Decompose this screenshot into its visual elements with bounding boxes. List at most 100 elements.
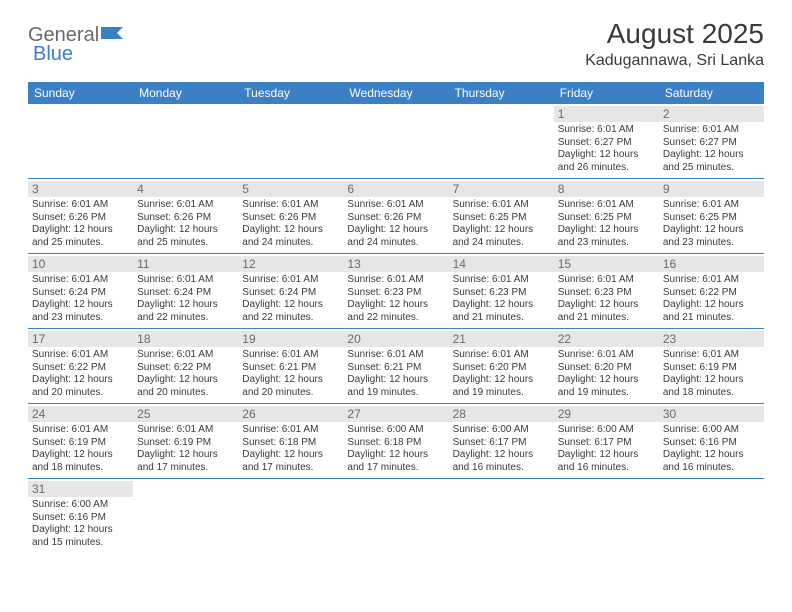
day-info-line: Daylight: 12 hours [137, 449, 234, 462]
day-info-line: Sunrise: 6:01 AM [663, 199, 760, 212]
calendar-cell: 25Sunrise: 6:01 AMSunset: 6:19 PMDayligh… [133, 404, 238, 479]
day-info-line: Daylight: 12 hours [32, 224, 129, 237]
day-header: Monday [133, 82, 238, 104]
day-number: 27 [343, 406, 448, 422]
day-info-line: and 23 minutes. [663, 237, 760, 250]
calendar-cell: 28Sunrise: 6:00 AMSunset: 6:17 PMDayligh… [449, 404, 554, 479]
calendar-cell: 27Sunrise: 6:00 AMSunset: 6:18 PMDayligh… [343, 404, 448, 479]
day-number: 14 [449, 256, 554, 272]
day-info-line: Daylight: 12 hours [453, 374, 550, 387]
day-info-line: Sunrise: 6:01 AM [32, 349, 129, 362]
calendar-cell: 16Sunrise: 6:01 AMSunset: 6:22 PMDayligh… [659, 254, 764, 329]
day-info-line: and 25 minutes. [137, 237, 234, 250]
day-number: 2 [659, 106, 764, 122]
day-info-line: Sunset: 6:27 PM [558, 137, 655, 150]
day-info-line: Daylight: 12 hours [558, 299, 655, 312]
calendar-table: SundayMondayTuesdayWednesdayThursdayFrid… [28, 82, 764, 553]
day-info-line: Sunset: 6:25 PM [453, 212, 550, 225]
day-info-line: and 16 minutes. [663, 462, 760, 475]
day-info-line: and 16 minutes. [558, 462, 655, 475]
calendar-body: 1Sunrise: 6:01 AMSunset: 6:27 PMDaylight… [28, 104, 764, 553]
calendar-cell [343, 479, 448, 554]
day-number: 13 [343, 256, 448, 272]
day-info-line: Sunrise: 6:01 AM [242, 349, 339, 362]
day-info-line: Daylight: 12 hours [453, 449, 550, 462]
day-info-line: Daylight: 12 hours [347, 449, 444, 462]
day-header: Sunday [28, 82, 133, 104]
day-number: 9 [659, 181, 764, 197]
day-info-line: Sunset: 6:17 PM [558, 437, 655, 450]
title-block: August 2025 Kadugannawa, Sri Lanka [585, 18, 764, 70]
day-info-line: Sunset: 6:27 PM [663, 137, 760, 150]
day-info-line: Sunset: 6:17 PM [453, 437, 550, 450]
calendar-cell [238, 479, 343, 554]
calendar-cell: 29Sunrise: 6:00 AMSunset: 6:17 PMDayligh… [554, 404, 659, 479]
calendar-cell: 4Sunrise: 6:01 AMSunset: 6:26 PMDaylight… [133, 179, 238, 254]
day-info-line: Sunrise: 6:01 AM [663, 124, 760, 137]
calendar-cell: 8Sunrise: 6:01 AMSunset: 6:25 PMDaylight… [554, 179, 659, 254]
calendar-cell: 19Sunrise: 6:01 AMSunset: 6:21 PMDayligh… [238, 329, 343, 404]
day-info-line: and 22 minutes. [137, 312, 234, 325]
day-info-line: and 23 minutes. [32, 312, 129, 325]
day-info-line: Sunrise: 6:01 AM [32, 424, 129, 437]
day-info-line: Sunrise: 6:01 AM [558, 349, 655, 362]
calendar-cell [343, 104, 448, 179]
calendar-page: General August 2025 Kadugannawa, Sri Lan… [0, 0, 792, 571]
day-info-line: Sunset: 6:16 PM [32, 512, 129, 525]
day-number: 12 [238, 256, 343, 272]
day-info-line: Sunrise: 6:01 AM [663, 349, 760, 362]
calendar-cell: 17Sunrise: 6:01 AMSunset: 6:22 PMDayligh… [28, 329, 133, 404]
logo-text-2: Blue [33, 43, 73, 65]
day-info-line: Sunset: 6:25 PM [558, 212, 655, 225]
calendar-cell: 26Sunrise: 6:01 AMSunset: 6:18 PMDayligh… [238, 404, 343, 479]
day-info-line: and 19 minutes. [347, 387, 444, 400]
day-info-line: Sunset: 6:24 PM [242, 287, 339, 300]
location: Kadugannawa, Sri Lanka [585, 52, 764, 70]
day-info-line: Sunrise: 6:00 AM [663, 424, 760, 437]
calendar-cell: 23Sunrise: 6:01 AMSunset: 6:19 PMDayligh… [659, 329, 764, 404]
calendar-cell [449, 104, 554, 179]
day-info-line: and 18 minutes. [663, 387, 760, 400]
day-number: 5 [238, 181, 343, 197]
day-info-line: Daylight: 12 hours [663, 299, 760, 312]
day-number: 3 [28, 181, 133, 197]
day-info-line: Sunset: 6:22 PM [32, 362, 129, 375]
day-number: 19 [238, 331, 343, 347]
day-info-line: and 21 minutes. [453, 312, 550, 325]
day-info-line: and 20 minutes. [137, 387, 234, 400]
day-info-line: Sunrise: 6:01 AM [453, 349, 550, 362]
calendar-cell: 7Sunrise: 6:01 AMSunset: 6:25 PMDaylight… [449, 179, 554, 254]
day-info-line: Sunset: 6:23 PM [558, 287, 655, 300]
day-number: 20 [343, 331, 448, 347]
day-info-line: and 24 minutes. [242, 237, 339, 250]
day-info-line: Sunrise: 6:01 AM [558, 274, 655, 287]
day-info-line: Sunrise: 6:01 AM [347, 274, 444, 287]
day-info-line: Sunrise: 6:01 AM [137, 199, 234, 212]
day-info-line: Daylight: 12 hours [32, 374, 129, 387]
day-info-line: Sunset: 6:26 PM [32, 212, 129, 225]
day-info-line: and 21 minutes. [663, 312, 760, 325]
day-info-line: Daylight: 12 hours [558, 449, 655, 462]
calendar-cell: 1Sunrise: 6:01 AMSunset: 6:27 PMDaylight… [554, 104, 659, 179]
day-info-line: Daylight: 12 hours [32, 524, 129, 537]
day-info-line: and 19 minutes. [558, 387, 655, 400]
day-info-line: Daylight: 12 hours [242, 224, 339, 237]
day-info-line: Sunset: 6:20 PM [558, 362, 655, 375]
day-info-line: Daylight: 12 hours [137, 299, 234, 312]
day-info-line: Sunset: 6:19 PM [137, 437, 234, 450]
day-info-line: Daylight: 12 hours [663, 224, 760, 237]
day-info-line: Daylight: 12 hours [242, 299, 339, 312]
day-number: 28 [449, 406, 554, 422]
day-info-line: Sunrise: 6:01 AM [32, 199, 129, 212]
day-number: 25 [133, 406, 238, 422]
day-info-line: and 16 minutes. [453, 462, 550, 475]
calendar-cell: 14Sunrise: 6:01 AMSunset: 6:23 PMDayligh… [449, 254, 554, 329]
day-header: Tuesday [238, 82, 343, 104]
day-number: 11 [133, 256, 238, 272]
calendar-cell [133, 104, 238, 179]
day-info-line: Sunset: 6:23 PM [347, 287, 444, 300]
calendar-cell: 30Sunrise: 6:00 AMSunset: 6:16 PMDayligh… [659, 404, 764, 479]
day-info-line: Daylight: 12 hours [663, 149, 760, 162]
day-info-line: Sunrise: 6:01 AM [242, 199, 339, 212]
flag-icon [101, 25, 127, 46]
